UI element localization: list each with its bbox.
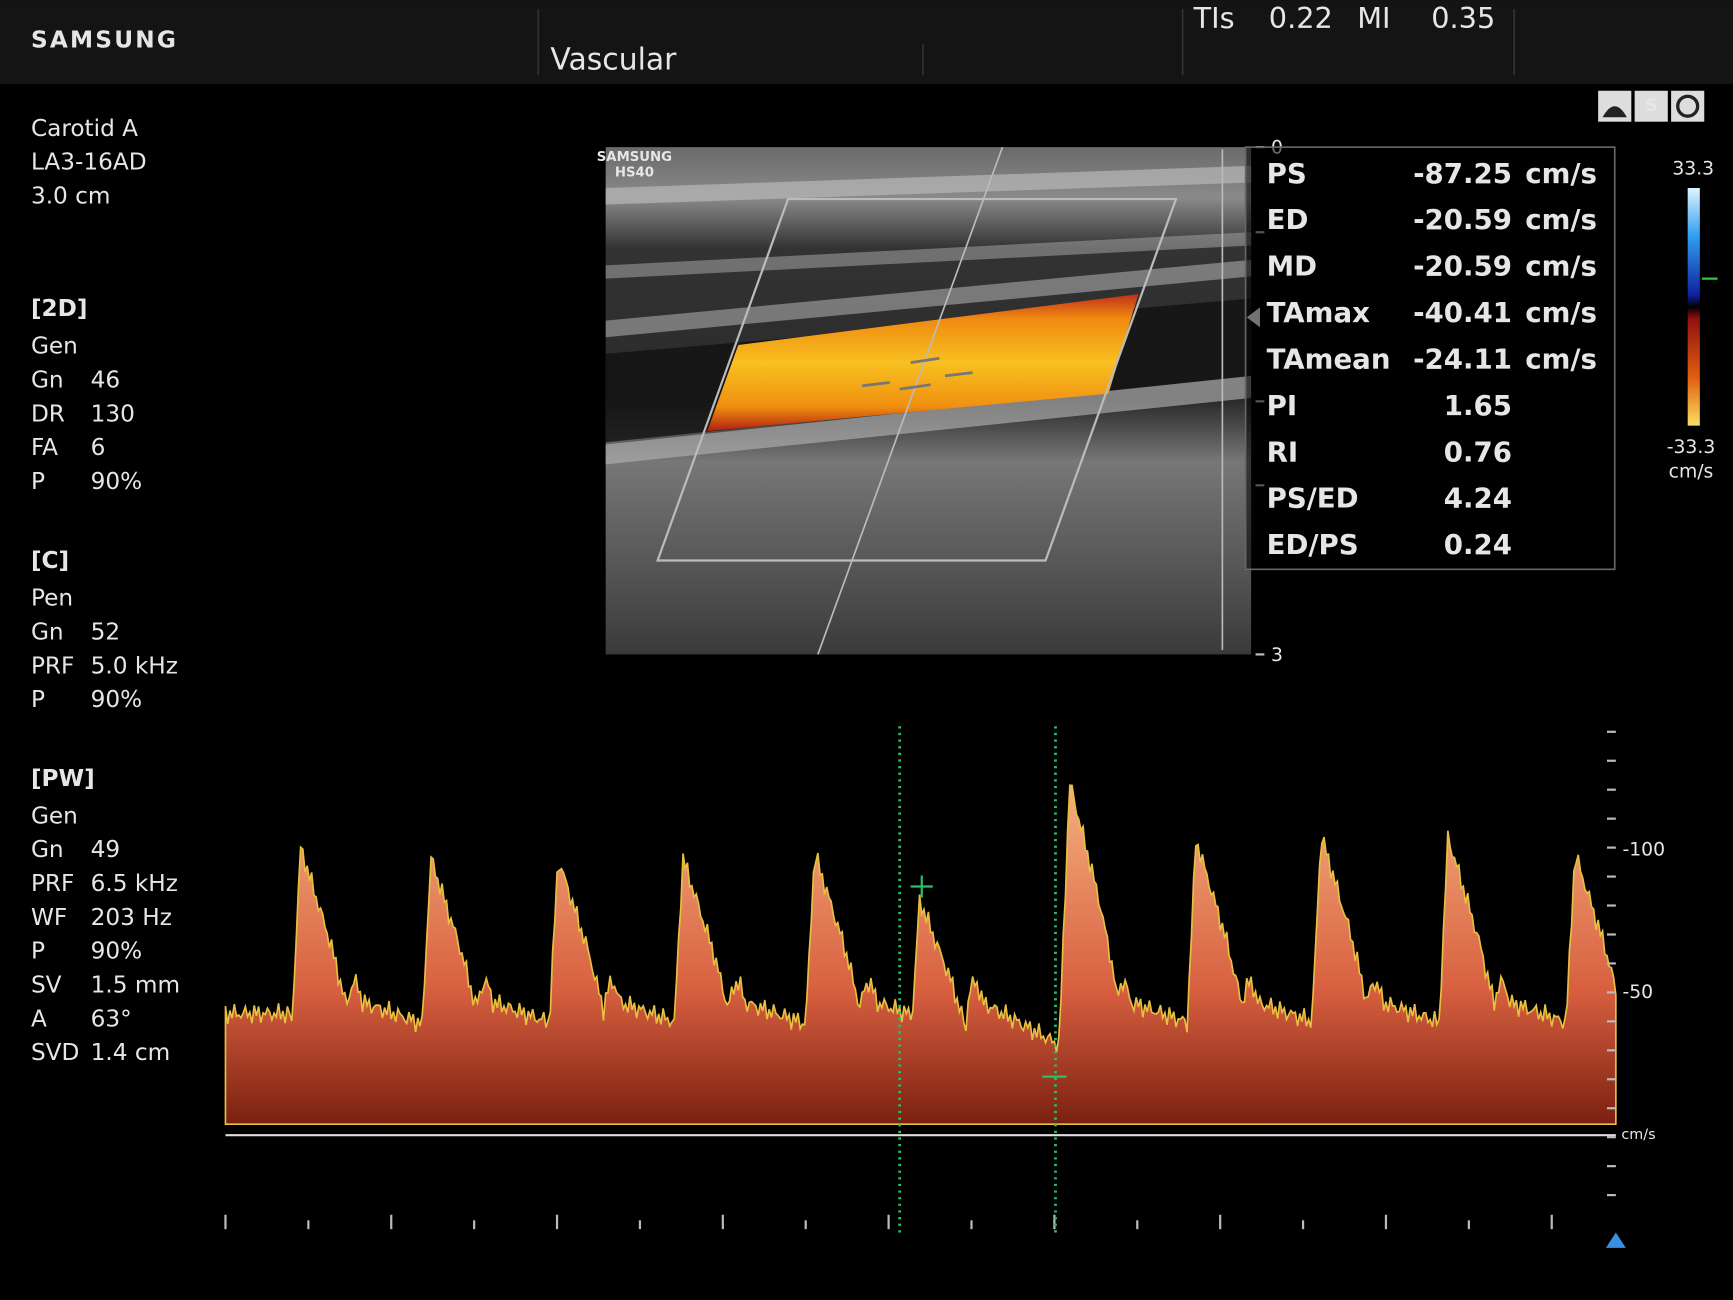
spectrum-scale-label: -50 [1622,982,1653,1003]
svg-text:S: S [1645,96,1658,116]
param-label: Gen [31,333,78,360]
param-label: Pen [31,585,73,612]
measurement-value: -40.41 [1413,296,1512,329]
tis-label: TIs [1193,1,1235,35]
scroll-marker [1605,1232,1626,1248]
probe-line: 3.0 cm [31,182,111,209]
measurement-unit: cm/s [1525,342,1597,375]
param-label: PRF [31,652,74,679]
measurement-value: 1.65 [1444,389,1512,422]
param-value: 130 [91,400,135,427]
mi-value: 0.35 [1431,1,1495,35]
spectrum-unit: cm/s [1621,1127,1655,1143]
param-value: 203 Hz [91,904,172,931]
measurement-label: PS [1267,157,1307,190]
param-label: P [31,468,45,495]
measurement-unit: cm/s [1525,296,1597,329]
measurement-value: 0.76 [1444,435,1512,468]
preset: Vascular [550,42,677,77]
color-scale-bottom: -33.3 [1667,437,1716,458]
measurement-value: -24.11 [1413,342,1512,375]
measurement-label: ED/PS [1267,528,1359,561]
param-value: 5.0 kHz [91,652,178,679]
measurement-label: TAmax [1267,296,1371,329]
param-value: 90% [91,468,143,495]
param-value: 49 [91,836,121,863]
param-label: FA [31,434,58,461]
measurement-label: PI [1267,389,1298,422]
measurement-label: MD [1267,250,1317,283]
param-value: 6 [91,434,106,461]
measurement-label: TAmean [1267,342,1391,375]
section-title: [PW] [31,765,95,792]
doppler-spectrum [224,784,1617,1125]
measurement-value: -87.25 [1413,157,1512,190]
measurement-unit: cm/s [1525,250,1597,283]
param-label: DR [31,400,65,427]
param-label: A [31,1005,47,1032]
header-bar [0,0,1733,85]
param-value: 52 [91,618,121,645]
color-scale-unit: cm/s [1669,462,1714,483]
param-label: SVD [31,1039,79,1066]
section-title: [2D] [31,295,88,322]
watermark: SAMSUNG [597,150,672,165]
measurement-label: RI [1267,435,1299,468]
param-label: WF [31,904,67,931]
header-dividers [537,8,1515,76]
param-label: Gen [31,802,78,829]
param-value: 63° [91,1005,132,1032]
color-scale-top: 33.3 [1672,159,1714,180]
param-label: P [31,686,45,713]
sample-gate [861,356,973,391]
param-label: SV [31,971,62,998]
color-bar [1687,188,1700,426]
cursor-crosses [910,875,1067,1078]
tis-value: 0.22 [1269,1,1333,35]
param-label: Gn [31,366,64,393]
param-label: Gn [31,836,64,863]
measurement-value: 4.24 [1444,482,1512,515]
param-label: Gn [31,618,64,645]
color-flow [707,294,1139,432]
measurement-label: ED [1267,203,1309,236]
watermark: HS40 [615,166,654,181]
measurement-value: 0.24 [1444,528,1512,561]
param-value: 1.4 cm [91,1039,171,1066]
mi-label: MI [1357,1,1390,35]
measurement-value: -20.59 [1413,250,1512,283]
probe-line: LA3-16AD [31,149,147,176]
measurement-unit: cm/s [1525,157,1597,190]
section-title: [C] [31,547,69,574]
param-label: PRF [31,870,74,897]
param-value: 90% [91,938,143,965]
doppler-line [817,146,1004,655]
param-value: 6.5 kHz [91,870,178,897]
param-value: 1.5 mm [91,971,180,998]
spectrum-scale-label: -100 [1622,840,1665,861]
brand: SAMSUNG [31,27,178,54]
param-value: 46 [91,366,121,393]
measurement-label: PS/ED [1267,482,1359,515]
measurement-value: -20.59 [1413,203,1512,236]
depth-label: 3 [1271,645,1283,666]
param-value: 90% [91,686,143,713]
color-box [656,197,1178,562]
b-mode-image [605,146,1252,655]
probe-line: Carotid A [31,115,138,142]
status-icons: S [1598,90,1705,122]
cursors [898,726,1057,1233]
measurement-unit: cm/s [1525,203,1597,236]
param-label: P [31,938,45,965]
measurement-box [1244,146,1616,571]
